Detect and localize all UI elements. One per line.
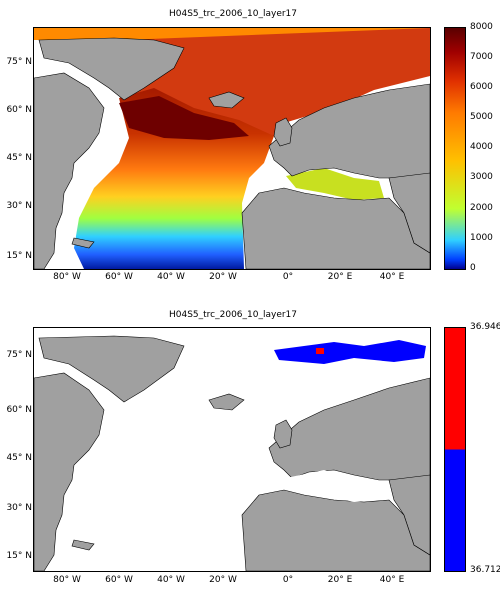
panel2-colorbar-label: 36.946 bbox=[470, 322, 500, 332]
panel2-lat-label: 75° N bbox=[6, 350, 32, 360]
panel1-colorbar-label: 5000 bbox=[470, 112, 493, 122]
panel2-lat-label: 45° N bbox=[6, 453, 32, 463]
caribbean-land bbox=[71, 539, 95, 551]
panel1-lon-label: 60° W bbox=[105, 272, 133, 282]
panel1-colorbar-label: 0 bbox=[470, 263, 476, 273]
africa-land bbox=[241, 187, 430, 269]
panel1-colorbar-label: 3000 bbox=[470, 172, 493, 182]
panel1-lon-label: 0° bbox=[282, 272, 294, 282]
blue-patch bbox=[274, 340, 426, 364]
panel2-lon-label: 40° E bbox=[379, 575, 405, 585]
panel2-lat-label: 60° N bbox=[6, 405, 32, 415]
greenland-land bbox=[38, 37, 185, 101]
panel2-map-svg bbox=[34, 335, 430, 571]
panel1-map bbox=[33, 27, 431, 270]
panel1-colorbar-label: 7000 bbox=[470, 52, 493, 62]
panel1-colorbar bbox=[444, 27, 466, 270]
panel1-lon-label: 40° E bbox=[379, 272, 405, 282]
panel2-colorbar-label: 36.712 bbox=[470, 565, 500, 575]
mediterranean-field bbox=[286, 168, 384, 200]
uk-land bbox=[273, 419, 293, 449]
panel1-lon-label: 80° W bbox=[53, 272, 81, 282]
panel1-title: H04S5_trc_2006_10_layer17 bbox=[168, 9, 298, 19]
panel1-lat-label: 60° N bbox=[6, 105, 32, 115]
panel1-map-svg bbox=[34, 28, 430, 269]
panel2-colorbar bbox=[444, 327, 466, 572]
panel1-lon-label: 20° W bbox=[209, 272, 237, 282]
panel1-lon-label: 20° E bbox=[327, 272, 353, 282]
panel1-lat-label: 15° N bbox=[6, 251, 32, 261]
panel2-lat-label: 15° N bbox=[6, 551, 32, 561]
panel1-lon-label: 40° W bbox=[157, 272, 185, 282]
europe-land bbox=[268, 377, 430, 491]
panel2-title: H04S5_trc_2006_10_layer17 bbox=[168, 310, 298, 320]
uk-land bbox=[273, 117, 293, 147]
mediterranean-sea bbox=[286, 470, 384, 502]
panel1-colorbar-label: 8000 bbox=[470, 22, 493, 32]
panel1-colorbar-label: 1000 bbox=[470, 233, 493, 243]
middle-east-land bbox=[388, 172, 430, 254]
panel2-lon-label: 20° W bbox=[209, 575, 237, 585]
north-america-land bbox=[34, 72, 105, 269]
iceland-land bbox=[208, 91, 245, 109]
panel2-lat-label: 30° N bbox=[6, 503, 32, 513]
panel2-lon-label: 20° E bbox=[327, 575, 353, 585]
panel2-map bbox=[33, 327, 431, 572]
red-patch bbox=[316, 348, 324, 354]
greenland-land bbox=[38, 335, 185, 403]
caribbean-land bbox=[71, 237, 95, 249]
panel1-lat-label: 45° N bbox=[6, 153, 32, 163]
iceland-land bbox=[208, 393, 245, 411]
panel2-lon-label: 80° W bbox=[53, 575, 81, 585]
panel1-colorbar-label: 2000 bbox=[470, 203, 493, 213]
panel2-lon-label: 0° bbox=[282, 575, 294, 585]
panel1-lat-label: 30° N bbox=[6, 201, 32, 211]
panel1-lat-label: 75° N bbox=[6, 57, 32, 67]
middle-east-land bbox=[388, 474, 430, 556]
panel1-colorbar-label: 6000 bbox=[470, 82, 493, 92]
deep-core bbox=[119, 96, 249, 140]
panel2-lon-label: 40° W bbox=[157, 575, 185, 585]
africa-land bbox=[241, 489, 430, 571]
panel2-lon-label: 60° W bbox=[105, 575, 133, 585]
north-america-land bbox=[34, 372, 105, 571]
panel1-colorbar-label: 4000 bbox=[470, 142, 493, 152]
